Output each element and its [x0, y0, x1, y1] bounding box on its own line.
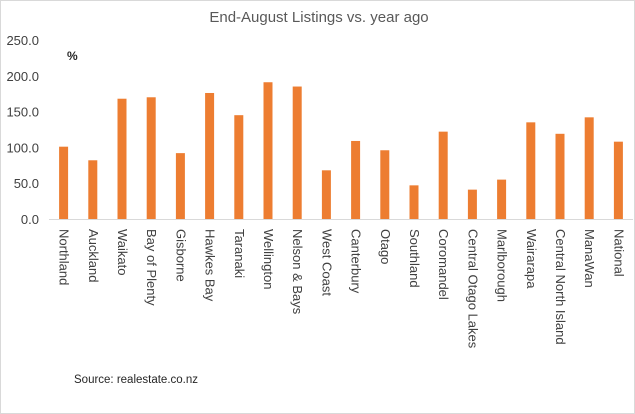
- bar: [88, 160, 98, 219]
- y-axis-ticks: 0.0 50.0 100.0 150.0 200.0 250.0: [6, 33, 39, 227]
- y-tick-label: 150.0: [6, 105, 39, 120]
- x-tick-label: Coromandel: [436, 229, 451, 300]
- y-tick-label: 200.0: [6, 69, 39, 84]
- bar: [438, 131, 448, 219]
- bar: [234, 115, 244, 219]
- x-tick-label: Otago: [378, 229, 393, 264]
- x-tick-label: Nelson & Bays: [290, 229, 305, 315]
- bar: [497, 179, 507, 219]
- x-tick-label: ManaWan: [582, 229, 597, 288]
- x-tick-label: Wairarapa: [524, 229, 539, 289]
- x-tick-label: West Coast: [319, 229, 334, 296]
- x-axis-labels: Northland Auckland Waikato Bay of Plenty Gis…: [57, 229, 627, 349]
- bar: [467, 189, 477, 219]
- bar: [205, 92, 215, 219]
- bar: [146, 97, 156, 219]
- x-tick-label: Waikato: [115, 229, 130, 275]
- x-tick-label: Taranaki: [232, 229, 247, 278]
- bar: [613, 141, 623, 219]
- bar: [175, 153, 185, 219]
- x-tick-label: Central North Island: [553, 229, 568, 345]
- bars: [59, 82, 623, 219]
- bar: [380, 150, 390, 219]
- x-tick-label: Canterbury: [349, 229, 364, 294]
- bar: [263, 82, 273, 219]
- bar: [584, 117, 594, 219]
- x-tick-label: Marlborough: [495, 229, 510, 302]
- source-note: Source: realestate.co.nz: [74, 374, 198, 386]
- y-tick-label: 250.0: [6, 33, 39, 48]
- bar: [117, 98, 127, 219]
- x-tick-label: Auckland: [86, 229, 101, 282]
- y-tick-label: 0.0: [21, 212, 39, 227]
- bar: [526, 122, 536, 219]
- y-tick-label: 100.0: [6, 140, 39, 155]
- x-tick-label: Central Otago Lakes: [465, 229, 480, 349]
- x-tick-label: Bay of Plenty: [144, 229, 159, 306]
- bar: [321, 170, 331, 219]
- bar: [555, 133, 565, 219]
- unit-label: %: [67, 49, 78, 63]
- bar: [351, 140, 361, 219]
- x-tick-label: Gisborne: [173, 229, 188, 282]
- x-tick-label: Hawkes Bay: [203, 229, 218, 302]
- chart-title: End-August Listings vs. year ago: [209, 9, 428, 26]
- y-tick-label: 50.0: [14, 176, 39, 191]
- x-tick-label: Northland: [57, 229, 72, 285]
- bar: [409, 185, 419, 219]
- x-tick-label: Southland: [407, 229, 422, 288]
- bar: [59, 146, 69, 219]
- x-tick-label: Wellington: [261, 229, 276, 289]
- x-tick-label: National: [611, 229, 626, 277]
- bar: [292, 86, 302, 219]
